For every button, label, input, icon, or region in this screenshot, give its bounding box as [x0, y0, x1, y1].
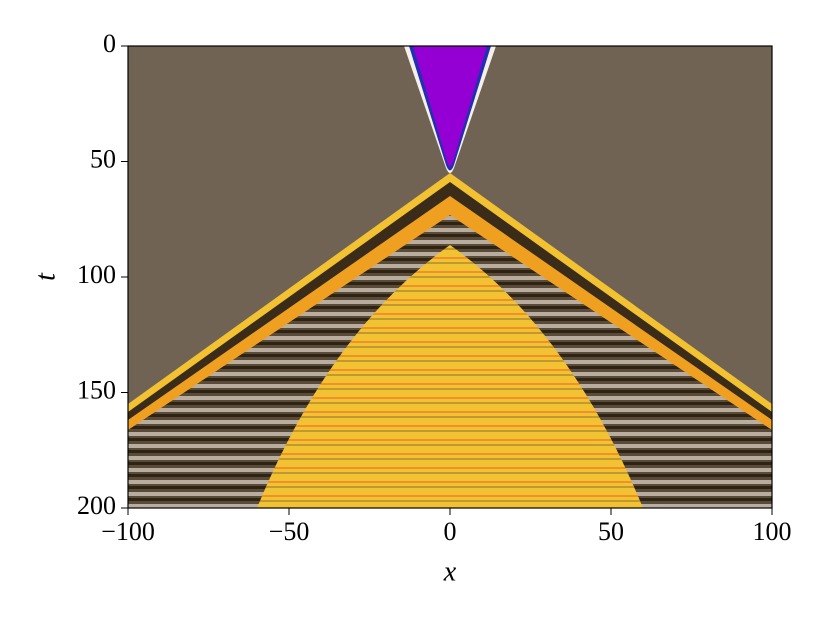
x-tick-label: 0: [444, 517, 457, 546]
purple-region: [413, 46, 487, 167]
heatmap-image: [128, 46, 772, 508]
y-tick-label: 50: [90, 144, 116, 173]
x-tick-label: −100: [101, 517, 155, 546]
y-tick-label: 0: [103, 29, 116, 58]
x-tick-label: −50: [269, 517, 310, 546]
x-axis-label: x: [443, 556, 457, 587]
yellow-region: [257, 245, 643, 508]
y-tick-label: 200: [77, 491, 116, 520]
y-axis-label: t: [30, 272, 61, 281]
x-tick-label: 50: [598, 517, 624, 546]
y-tick-label: 150: [77, 375, 116, 404]
y-tick-label: 100: [77, 260, 116, 289]
x-tick-label: 100: [753, 517, 792, 546]
